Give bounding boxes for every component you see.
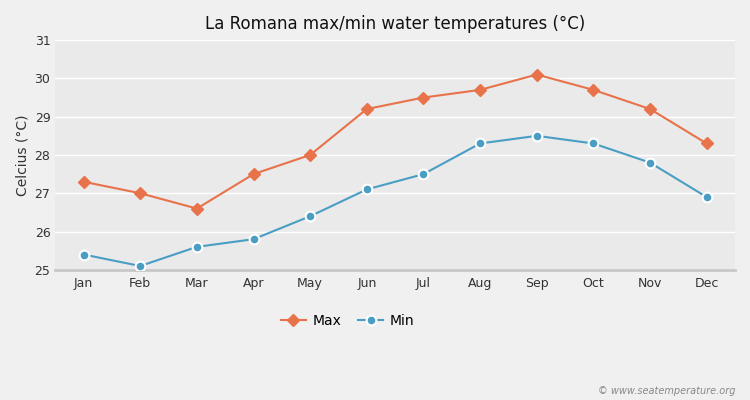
Max [79, 179, 88, 184]
Max [702, 141, 711, 146]
Min [646, 160, 655, 165]
Line: Min: Min [79, 131, 712, 271]
Y-axis label: Celcius (°C): Celcius (°C) [15, 114, 29, 196]
Min [249, 237, 258, 242]
Max [646, 107, 655, 112]
Min [362, 187, 371, 192]
Min [476, 141, 484, 146]
Max [193, 206, 202, 211]
Min [79, 252, 88, 257]
Min [589, 141, 598, 146]
Legend: Max, Min: Max, Min [275, 309, 420, 334]
Min [136, 264, 145, 268]
Max [419, 95, 428, 100]
Max [476, 88, 484, 92]
Max [136, 191, 145, 196]
Max [589, 88, 598, 92]
Min [306, 214, 315, 219]
Line: Max: Max [80, 70, 711, 213]
Max [362, 107, 371, 112]
Min [532, 134, 542, 138]
Max [532, 72, 542, 77]
Min [702, 195, 711, 200]
Min [193, 244, 202, 249]
Min [419, 172, 428, 176]
Max [306, 152, 315, 157]
Title: La Romana max/min water temperatures (°C): La Romana max/min water temperatures (°C… [205, 15, 585, 33]
Max [249, 172, 258, 176]
Text: © www.seatemperature.org: © www.seatemperature.org [598, 386, 735, 396]
